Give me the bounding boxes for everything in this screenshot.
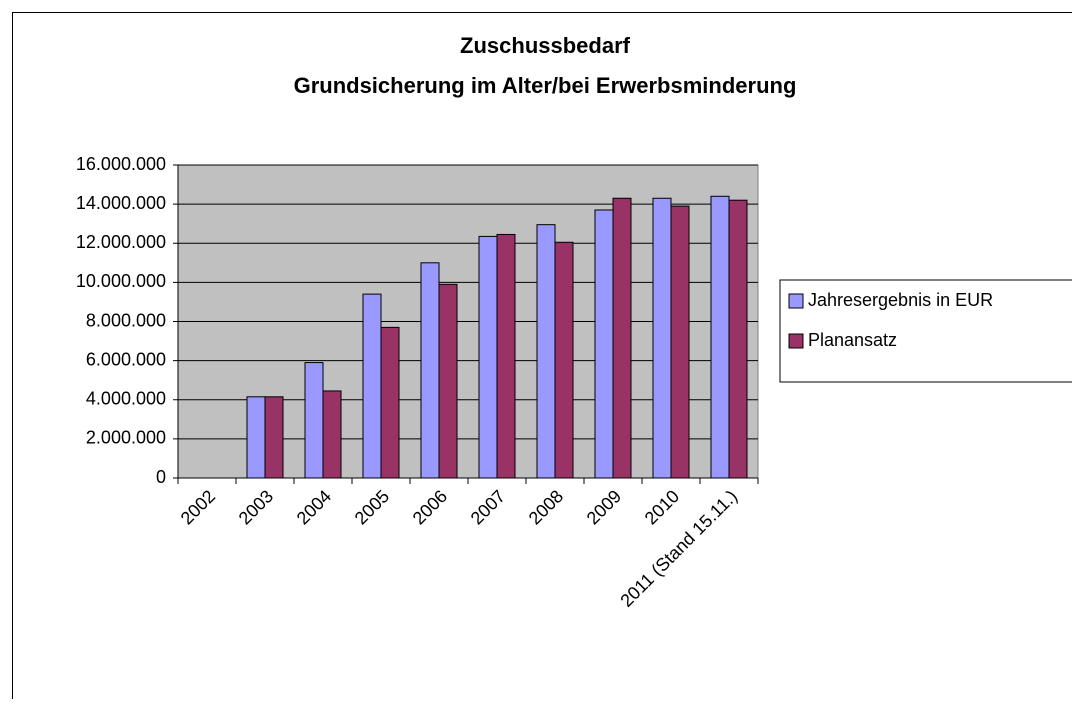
bar (555, 242, 573, 478)
legend-label: Jahresergebnis in EUR (808, 290, 993, 310)
bar (595, 210, 613, 478)
bar (497, 234, 515, 478)
bar (323, 391, 341, 478)
y-tick-label: 16.000.000 (76, 154, 166, 174)
y-tick-label: 10.000.000 (76, 271, 166, 291)
legend-swatch (789, 294, 803, 308)
bar (671, 206, 689, 478)
bar (479, 236, 497, 478)
bar (729, 200, 747, 478)
y-tick-label: 14.000.000 (76, 193, 166, 213)
bar (613, 198, 631, 478)
y-tick-label: 2.000.000 (86, 428, 166, 448)
bar (421, 263, 439, 478)
bar (265, 397, 283, 478)
bar (305, 363, 323, 478)
bar (537, 225, 555, 478)
bar (439, 284, 457, 478)
bar (653, 198, 671, 478)
legend-label: Planansatz (808, 330, 897, 350)
y-tick-label: 4.000.000 (86, 389, 166, 409)
chart-title: Zuschussbedarf (460, 33, 631, 58)
chart-title: Grundsicherung im Alter/bei Erwerbsminde… (294, 73, 797, 98)
bar (711, 196, 729, 478)
bar (247, 397, 265, 478)
legend-swatch (789, 334, 803, 348)
bar (363, 294, 381, 478)
y-tick-label: 12.000.000 (76, 232, 166, 252)
y-tick-label: 6.000.000 (86, 349, 166, 369)
y-tick-label: 8.000.000 (86, 310, 166, 330)
y-tick-label: 0 (156, 467, 166, 487)
bar (381, 327, 399, 478)
